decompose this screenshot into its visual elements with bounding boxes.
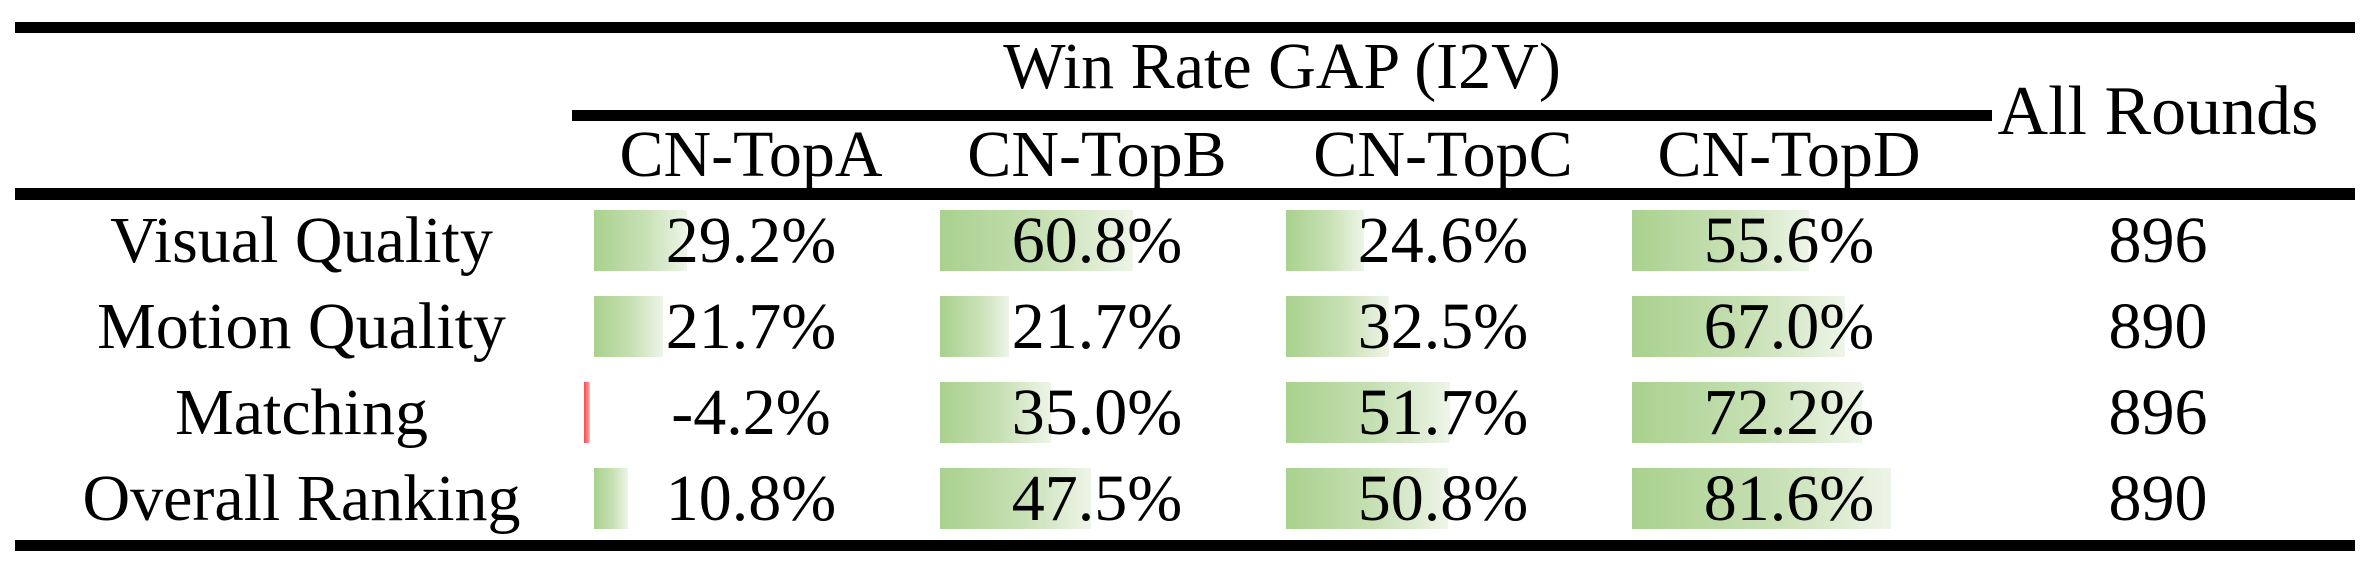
value-text: 55.6% bbox=[1703, 203, 1875, 277]
positive-data-bar bbox=[940, 468, 1091, 529]
positive-data-bar bbox=[1632, 210, 1809, 271]
table-row: Matching -4.2% 35.0% 51.7% 72.2% 896 bbox=[0, 370, 2374, 455]
positive-data-bar bbox=[1632, 296, 1845, 357]
value-cell: 51.7% bbox=[1270, 370, 1616, 455]
row-label: Overall Ranking bbox=[82, 461, 521, 535]
row-label: Visual Quality bbox=[110, 203, 493, 277]
value-text: 21.7% bbox=[665, 289, 837, 363]
column-header-cn-topc: CN-TopC bbox=[1313, 118, 1573, 191]
group-header-title: Win Rate GAP (I2V) bbox=[1003, 30, 1561, 103]
table-row: Motion Quality 21.7% 21.7% 32.5% 67.0% 890 bbox=[0, 284, 2374, 369]
table-row: Visual Quality 29.2% 60.8% 24.6% 55.6% 896 bbox=[0, 198, 2374, 283]
table-row: Overall Ranking 10.8% 47.5% 50.8% 81.6% 890 bbox=[0, 456, 2374, 541]
positive-data-bar bbox=[1632, 468, 1891, 529]
value-text: 51.7% bbox=[1357, 375, 1529, 449]
positive-data-bar bbox=[1632, 382, 1862, 443]
value-text: 50.8% bbox=[1357, 461, 1529, 535]
value-cell: 60.8% bbox=[924, 198, 1270, 283]
row-label: Motion Quality bbox=[97, 289, 506, 363]
value-text: 72.2% bbox=[1703, 375, 1875, 449]
value-text: 21.7% bbox=[1011, 289, 1183, 363]
value-cell: 47.5% bbox=[924, 456, 1270, 541]
positive-data-bar bbox=[594, 210, 687, 271]
value-text: 81.6% bbox=[1703, 461, 1875, 535]
group-header-underline bbox=[572, 110, 1992, 121]
positive-data-bar bbox=[594, 296, 663, 357]
value-cell: 50.8% bbox=[1270, 456, 1616, 541]
value-cell: 10.8% bbox=[578, 456, 924, 541]
all-rounds-value: 896 bbox=[2108, 203, 2208, 277]
positive-data-bar bbox=[594, 468, 628, 529]
value-cell: -4.2% bbox=[578, 370, 924, 455]
positive-data-bar bbox=[1286, 296, 1389, 357]
value-text: 29.2% bbox=[665, 203, 837, 277]
positive-data-bar bbox=[1286, 210, 1364, 271]
all-rounds-value: 890 bbox=[2108, 461, 2208, 535]
value-text: 35.0% bbox=[1011, 375, 1183, 449]
column-header-cn-topd: CN-TopD bbox=[1657, 118, 1921, 191]
value-cell: 35.0% bbox=[924, 370, 1270, 455]
value-cell: 81.6% bbox=[1616, 456, 1962, 541]
negative-data-bar bbox=[584, 382, 590, 443]
positive-data-bar bbox=[940, 296, 1009, 357]
positive-data-bar bbox=[940, 210, 1133, 271]
row-label: Matching bbox=[175, 375, 428, 449]
column-header-cn-topa: CN-TopA bbox=[619, 118, 883, 191]
value-cell: 24.6% bbox=[1270, 198, 1616, 283]
value-text: 60.8% bbox=[1011, 203, 1183, 277]
positive-data-bar bbox=[1286, 382, 1450, 443]
table-top-rule bbox=[15, 22, 2355, 33]
value-text: 24.6% bbox=[1357, 203, 1529, 277]
value-text: -4.2% bbox=[671, 375, 831, 449]
value-text: 47.5% bbox=[1011, 461, 1183, 535]
value-cell: 72.2% bbox=[1616, 370, 1962, 455]
value-cell: 29.2% bbox=[578, 198, 924, 283]
value-cell: 67.0% bbox=[1616, 284, 1962, 369]
all-rounds-column-header: All Rounds bbox=[1997, 73, 2319, 150]
all-rounds-value: 896 bbox=[2108, 375, 2208, 449]
header-separator-rule bbox=[15, 188, 2355, 200]
value-text: 67.0% bbox=[1703, 289, 1875, 363]
positive-data-bar bbox=[1286, 468, 1448, 529]
table-bottom-rule bbox=[15, 540, 2355, 551]
value-cell: 21.7% bbox=[578, 284, 924, 369]
column-header-cn-topb: CN-TopB bbox=[967, 118, 1227, 191]
positive-data-bar bbox=[940, 382, 1051, 443]
value-cell: 21.7% bbox=[924, 284, 1270, 369]
value-cell: 55.6% bbox=[1616, 198, 1962, 283]
all-rounds-value: 890 bbox=[2108, 289, 2208, 363]
value-cell: 32.5% bbox=[1270, 284, 1616, 369]
value-text: 10.8% bbox=[665, 461, 837, 535]
value-text: 32.5% bbox=[1357, 289, 1529, 363]
